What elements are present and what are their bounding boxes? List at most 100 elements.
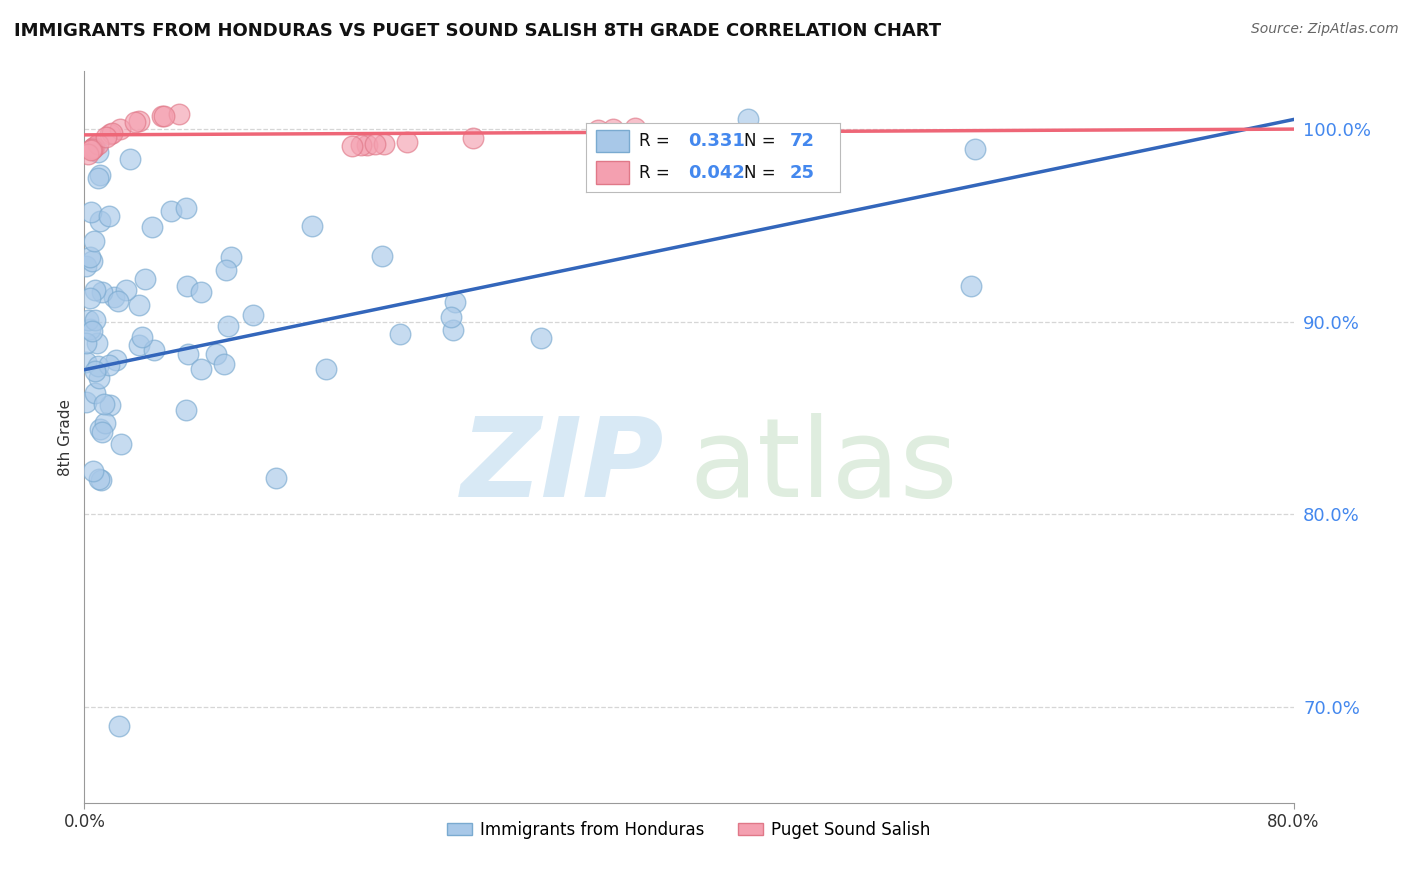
Point [160,204,183,219]
Point [602,122,624,136]
Point [80,253,103,268]
Point [108,121,131,136]
Point [167,107,190,121]
Point [89,422,111,436]
Point [82,142,104,156]
Point [84,284,107,298]
Point [128,114,150,128]
Point [190,362,212,376]
Point [388,327,411,342]
Point [624,120,647,135]
Point [87,145,110,160]
Point [96,129,118,144]
Point [301,219,323,234]
Point [965,142,987,156]
Point [75,335,97,350]
Point [128,338,150,352]
Point [98,128,121,142]
Point [118,153,141,167]
Point [242,308,264,322]
Point [219,250,242,264]
Point [315,362,337,376]
Point [90,285,112,299]
Point [107,294,129,309]
Point [128,298,150,312]
Point [75,395,97,409]
Point [134,272,156,286]
Point [87,371,110,385]
Point [80,204,103,219]
Point [143,343,166,358]
Point [177,347,200,361]
Point [356,137,378,152]
Point [98,398,121,412]
Point [86,335,108,350]
Point [83,364,105,378]
Point [97,358,120,372]
Point [79,291,101,305]
Point [82,464,104,478]
Point [91,425,114,440]
Point [217,319,239,334]
Point [103,290,125,304]
Point [80,144,103,158]
Point [107,719,129,733]
Point [82,141,104,155]
Point [443,323,465,337]
Point [80,324,103,338]
Point [93,397,115,411]
Point [264,471,287,485]
Point [87,171,110,186]
Point [83,313,105,327]
Point [737,112,759,127]
Point [141,220,163,235]
Point [79,251,101,265]
Point [90,473,112,487]
Legend: Immigrants from Honduras, Puget Sound Salish: Immigrants from Honduras, Puget Sound Sa… [440,814,938,846]
Text: IMMIGRANTS FROM HONDURAS VS PUGET SOUND SALISH 8TH GRADE CORRELATION CHART: IMMIGRANTS FROM HONDURAS VS PUGET SOUND … [14,22,941,40]
Point [373,136,395,151]
Point [153,109,176,123]
Point [75,354,97,368]
Point [124,115,146,129]
Y-axis label: 8th Grade: 8th Grade [58,399,73,475]
Point [215,263,238,277]
Point [83,234,105,248]
Point [83,140,105,154]
Point [364,137,387,152]
Point [89,168,111,182]
Text: atlas: atlas [689,413,957,520]
Point [214,357,236,371]
Point [104,353,127,368]
Point [98,209,121,223]
Point [205,347,228,361]
Point [89,214,111,228]
Point [87,471,110,485]
Point [174,202,197,216]
Point [530,331,553,345]
Point [84,386,107,401]
Point [150,109,173,123]
Point [444,295,467,310]
Point [114,283,136,297]
Point [586,123,609,137]
Point [75,259,97,273]
Point [76,147,98,161]
Point [176,278,198,293]
Point [461,131,484,145]
Point [86,136,108,151]
Point [101,126,124,140]
Point [350,138,373,153]
Text: ZIP: ZIP [461,413,665,520]
Text: Source: ZipAtlas.com: Source: ZipAtlas.com [1251,22,1399,37]
Point [190,285,212,299]
Point [87,359,110,374]
Point [131,330,153,344]
Point [110,437,132,451]
Point [76,312,98,326]
Point [174,403,197,417]
Point [371,249,394,263]
Point [440,310,463,325]
Point [396,135,419,149]
Point [94,416,117,430]
